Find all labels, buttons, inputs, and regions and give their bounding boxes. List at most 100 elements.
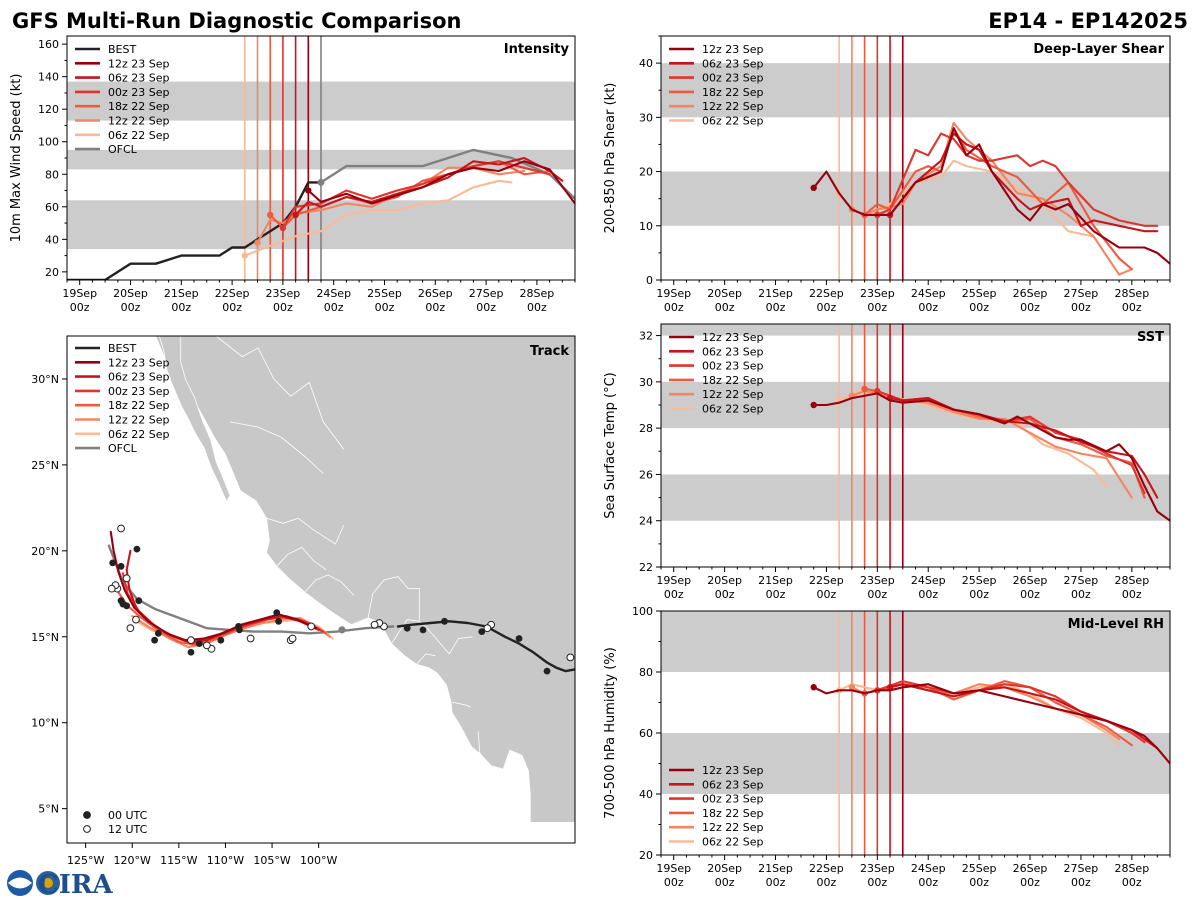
- series-init-point: [254, 239, 261, 246]
- x-tick-label-day: 23Sep: [860, 287, 895, 300]
- y-tick-label: 28: [639, 422, 653, 435]
- x-tick-label-day: 21Sep: [758, 862, 793, 875]
- marker-00utc: [441, 617, 448, 625]
- marker-00utc: [109, 559, 117, 567]
- x-tick-label-hour: 00z: [766, 301, 786, 314]
- legend-label: 06z 22 Sep: [702, 403, 764, 416]
- marker-12utc: [107, 584, 116, 593]
- marker-legend-symbol: [83, 825, 91, 833]
- cira-wordmark: CIRA: [38, 870, 113, 900]
- legend-label: 12z 22 Sep: [702, 821, 764, 834]
- track-line: [396, 620, 575, 673]
- panel-title: SST: [1137, 330, 1164, 345]
- y-tick-label: 60: [639, 727, 653, 740]
- x-tick-label-day: 24Sep: [911, 574, 946, 587]
- series-line: [812, 392, 1170, 522]
- x-tick-label-day: 24Sep: [316, 287, 351, 300]
- marker-12utc: [307, 622, 316, 631]
- x-tick-label-hour: 00z: [171, 301, 191, 314]
- panel-shear: 19Sep00z20Sep00z21Sep00z22Sep00z23Sep00z…: [603, 35, 1171, 314]
- marker-12utc: [117, 524, 125, 533]
- plot-area-track: [107, 336, 575, 823]
- legend-label: 12z 23 Sep: [108, 57, 170, 70]
- threshold-band: [661, 611, 1170, 672]
- series-line: [812, 683, 1170, 765]
- x-tick-label-hour: 00z: [1020, 588, 1040, 601]
- series-init-point: [861, 385, 868, 392]
- x-tick-label-day: 25Sep: [962, 574, 997, 587]
- y-axis-label: 200-850 hPa Shear (kt): [603, 83, 618, 234]
- marker-00utc: [543, 667, 551, 675]
- x-tick-label-hour: 00z: [324, 301, 344, 314]
- x-tick-label-hour: 00z: [425, 301, 445, 314]
- x-tick-label-day: 19Sep: [656, 287, 691, 300]
- x-tick-label-hour: 00z: [375, 301, 395, 314]
- x-tick-label-hour: 00z: [1122, 588, 1142, 601]
- political-border: [266, 517, 345, 545]
- x-tick-label-day: 20Sep: [113, 287, 148, 300]
- marker-12utc: [122, 574, 131, 583]
- x-tick-label-hour: 00z: [867, 876, 887, 889]
- legend-label: 06z 22 Sep: [702, 115, 764, 128]
- series-line: [876, 132, 1159, 227]
- y-tick-label: 40: [45, 233, 59, 246]
- legend-label: 12z 23 Sep: [702, 764, 764, 777]
- y-axis-label: 700-500 hPa Humidity (%): [603, 647, 618, 819]
- y-tick-label: 60: [45, 201, 59, 214]
- y-tick-label: 140: [38, 71, 59, 84]
- x-tick-label-day: 23Sep: [266, 287, 301, 300]
- land-baja-peninsula: [158, 336, 231, 502]
- x-tick-label-day: 27Sep: [1064, 287, 1099, 300]
- y-tick-label: 80: [45, 168, 59, 181]
- legend-label: 18z 22 Sep: [702, 807, 764, 820]
- political-border: [477, 731, 481, 754]
- legend-label: BEST: [108, 342, 136, 355]
- series-init-point: [267, 211, 274, 219]
- series-init-point: [810, 401, 817, 409]
- legend-label: 18z 22 Sep: [108, 100, 170, 113]
- legend-label: 12z 22 Sep: [702, 100, 764, 113]
- track-line: [109, 530, 317, 642]
- x-tick-label-day: 24Sep: [911, 287, 946, 300]
- x-tick-label-hour: 00z: [1071, 876, 1091, 889]
- political-border: [416, 653, 436, 665]
- y-tick-label: 100: [632, 605, 653, 618]
- x-tick-label-hour: 00z: [664, 301, 684, 314]
- marker-12utc: [187, 636, 195, 645]
- x-tick-label-day: 21Sep: [758, 574, 793, 587]
- series-init-point: [810, 684, 817, 691]
- y-tick-label: 15°N: [31, 631, 59, 644]
- marker-00utc: [154, 629, 162, 637]
- legend-label: 12z 22 Sep: [108, 115, 170, 128]
- x-tick-label: 100°W: [300, 854, 337, 867]
- marker-00utc: [275, 617, 282, 625]
- y-axis-label: Sea Surface Temp (°C): [603, 372, 618, 519]
- panel-intensity: 19Sep00z20Sep00z21Sep00z22Sep00z23Sep00z…: [9, 35, 576, 314]
- political-border: [276, 546, 327, 571]
- y-tick-label: 20: [45, 266, 59, 279]
- noaa-bird: [8, 877, 32, 889]
- legend-label: 12z 22 Sep: [108, 414, 170, 427]
- threshold-band: [661, 63, 1170, 118]
- legend-label: 12z 23 Sep: [108, 356, 170, 369]
- x-tick-label-day: 20Sep: [707, 862, 742, 875]
- x-tick-label-hour: 00z: [1071, 588, 1091, 601]
- political-border: [367, 576, 420, 622]
- marker-00utc: [478, 628, 486, 636]
- legend-label: 06z 22 Sep: [108, 129, 170, 142]
- x-tick-label-hour: 00z: [476, 301, 496, 314]
- x-tick-label-day: 25Sep: [962, 287, 997, 300]
- x-tick-label-hour: 00z: [867, 588, 887, 601]
- x-tick-label-hour: 00z: [273, 301, 293, 314]
- x-tick-label-hour: 00z: [222, 301, 242, 314]
- x-tick-label: 120°W: [114, 854, 151, 867]
- x-tick-label-hour: 00z: [817, 876, 837, 889]
- x-tick-label-day: 19Sep: [62, 287, 97, 300]
- marker-00utc: [273, 609, 281, 617]
- series-init-point: [292, 211, 299, 219]
- political-border: [391, 619, 473, 655]
- legend-label: BEST: [108, 43, 136, 56]
